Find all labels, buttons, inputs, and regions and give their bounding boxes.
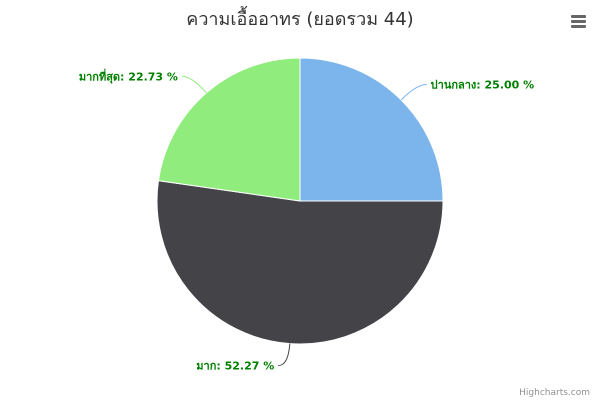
- pie-slice[interactable]: [299, 57, 444, 202]
- pie-slice[interactable]: [157, 57, 301, 202]
- slice-label: ปานกลาง: 25.00 %: [431, 78, 535, 91]
- chart-title: ความเอื้ออาทร (ยอดรวม 44): [186, 6, 413, 30]
- slice-label: มาก: 52.27 %: [196, 360, 274, 373]
- slice-connector: [278, 343, 291, 367]
- slice-connector: [181, 75, 207, 94]
- slices-layer: [156, 57, 444, 345]
- connectors-layer: [181, 75, 427, 367]
- credits-link[interactable]: Highcharts.com: [519, 388, 590, 398]
- slice-connector: [400, 83, 427, 101]
- labels-layer: ปานกลาง: 25.00 % มาก: 52.27 % มากที่สุด: 2…: [79, 68, 534, 372]
- chart-menu-button[interactable]: [566, 10, 590, 32]
- slice-label: มากที่สุด: 22.73 %: [79, 68, 178, 84]
- pie-slice[interactable]: [156, 180, 444, 345]
